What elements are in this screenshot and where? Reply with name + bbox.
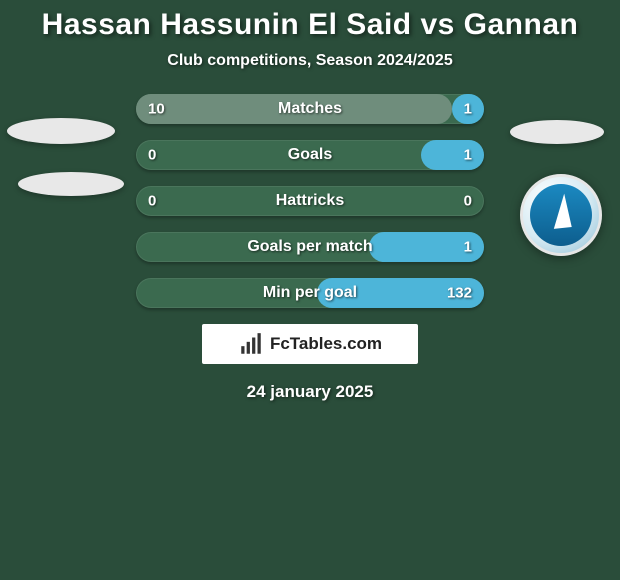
subtitle: Club competitions, Season 2024/2025 (0, 52, 620, 70)
stat-row: Goals per match1 (136, 232, 484, 262)
stat-row: Hattricks0 0 (136, 186, 484, 216)
stat-right-value: 0 (464, 193, 472, 210)
stat-fill-right (421, 140, 484, 170)
stats-area: Matches101Goals01Hattricks00Goals per ma… (0, 94, 620, 308)
player-right-club-badge (520, 174, 602, 256)
footer-brand-badge: FcTables.com (202, 324, 418, 364)
chart-container: Hassan Hassunin El Said vs Gannan Club c… (0, 0, 620, 402)
stat-fill-right (317, 278, 484, 308)
footer-brand-text: FcTables.com (270, 334, 382, 354)
player-left-avatar-placeholder-2 (18, 172, 124, 196)
stat-fill-right (452, 94, 484, 124)
stat-label: Hattricks (136, 192, 484, 210)
footer-date: 24 january 2025 (0, 382, 620, 402)
stat-left-value: 0 (148, 193, 156, 210)
stat-left-value: 0 (148, 147, 156, 164)
bar-chart-icon (238, 331, 264, 357)
stat-fill-right (369, 232, 484, 262)
stat-fill-left (136, 94, 452, 124)
stat-row: Min per goal132 (136, 278, 484, 308)
stat-row: Goals01 (136, 140, 484, 170)
player-left-avatar-placeholder (7, 118, 115, 144)
player-right-avatar-placeholder (510, 120, 604, 144)
page-title: Hassan Hassunin El Said vs Gannan (0, 8, 620, 42)
club-badge-icon (530, 184, 592, 246)
stat-row: Matches101 (136, 94, 484, 124)
